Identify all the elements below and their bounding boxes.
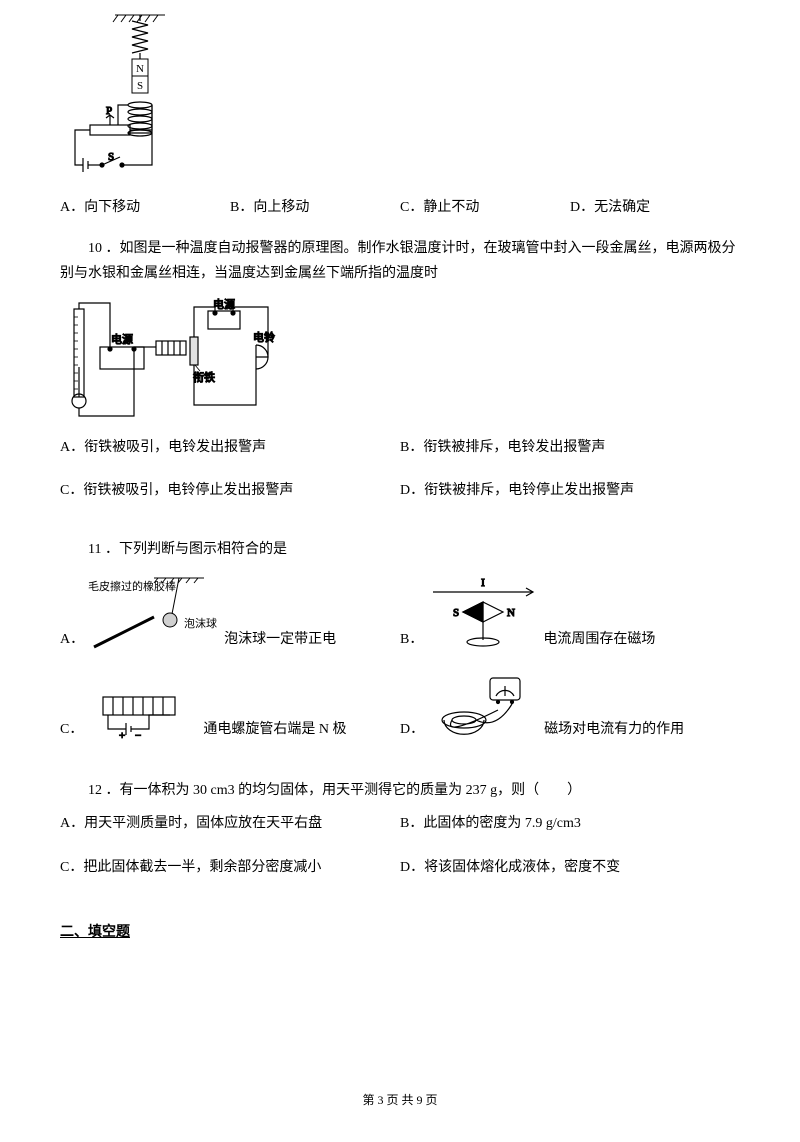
q11-b-text: 电流周围存在磁场	[543, 627, 655, 652]
q11-options: A． 毛皮擦过的橡胶棒 泡沫球 泡沫球一定带正电 B． I	[60, 572, 740, 762]
q11-option-b: B． I S N 电流周围存在磁场	[400, 572, 740, 652]
q11b-i-label: I	[482, 577, 486, 589]
q11-d-text: 磁场对电流有力的作用	[544, 717, 684, 742]
q11-option-d: D． 磁场对电流有力的作用	[400, 672, 740, 742]
q12-stem: 12 ．有一体积为 30 cm3 的均匀固体，用天平测得它的质量为 237 g，…	[60, 778, 740, 803]
magnet-n-label: N	[136, 63, 144, 75]
switch-s-label: S	[108, 151, 114, 163]
q11-number: 11 ．	[88, 542, 119, 557]
q12-options: A．用天平测质量时，固体应放在天平右盘 B．此固体的密度为 7.9 g/cm3 …	[60, 811, 740, 897]
q10-number: 10 ．	[88, 241, 120, 256]
q9-option-c: C．静止不动	[400, 195, 570, 220]
q11-option-a: A． 毛皮擦过的橡胶棒 泡沫球 泡沫球一定带正电	[60, 572, 400, 652]
q12-option-b: B．此固体的密度为 7.9 g/cm3	[400, 811, 740, 836]
armature-label: 衔铁	[193, 371, 215, 384]
q10-option-d: D．衔铁被排斥，电铃停止发出报警声	[400, 478, 740, 503]
q9-figure: N S P S	[60, 10, 740, 185]
rheostat-p-label: P	[106, 105, 112, 117]
section-2-heading: 二、填空题	[60, 920, 740, 945]
q12-option-d: D．将该固体熔化成液体，密度不变	[400, 855, 740, 880]
q10-stem: 10 ．如图是一种温度自动报警器的原理图。制作水银温度计时，在玻璃管中封入一段金…	[60, 236, 740, 286]
q12-option-a: A．用天平测质量时，固体应放在天平右盘	[60, 811, 400, 836]
q9-option-a: A．向下移动	[60, 195, 230, 220]
q11-b-prefix: B．	[400, 627, 423, 652]
magnet-s-label: S	[137, 80, 143, 92]
q11b-n-label: N	[507, 607, 515, 619]
q12-stem-text: 有一体积为 30 cm3 的均匀固体，用天平测得它的质量为 237 g，则（ ）	[120, 783, 582, 798]
bell-label: 电铃	[253, 330, 275, 344]
power2-label: 电源	[213, 297, 235, 311]
svg-text:+: +	[119, 730, 125, 742]
q11-c-text: 通电螺旋管右端是 N 极	[203, 717, 346, 742]
power1-label: 电源	[111, 332, 133, 346]
q11-d-prefix: D．	[400, 717, 424, 742]
q10-stem-text: 如图是一种温度自动报警器的原理图。制作水银温度计时，在玻璃管中封入一段金属丝，电…	[60, 241, 736, 281]
q11-c-prefix: C．	[60, 717, 83, 742]
q9-option-b: B．向上移动	[230, 195, 400, 220]
q11-stem: 11 ．下列判断与图示相符合的是	[60, 537, 740, 562]
q11-option-c: C． +− 通电螺旋管右端是 N 极	[60, 687, 400, 742]
q10-figure: 电源 衔铁 电源 电铃	[60, 297, 740, 425]
q12-option-c: C．把此固体截去一半，剩余部分密度减小	[60, 855, 400, 880]
q11-a-prefix: A．	[60, 627, 84, 652]
q10-options: A．衔铁被吸引，电铃发出报警声 B．衔铁被排斥，电铃发出报警声 C．衔铁被吸引，…	[60, 435, 740, 521]
q11b-s-label: S	[453, 607, 459, 619]
q10-option-b: B．衔铁被排斥，电铃发出报警声	[400, 435, 740, 460]
svg-text:−: −	[135, 730, 141, 742]
q11-stem-text: 下列判断与图示相符合的是	[119, 542, 287, 557]
q11a-rod-label: 毛皮擦过的橡胶棒	[88, 579, 176, 593]
q11-a-text: 泡沫球一定带正电	[224, 627, 336, 652]
q10-option-c: C．衔铁被吸引，电铃停止发出报警声	[60, 478, 400, 503]
q11a-ball-label: 泡沫球	[184, 616, 217, 630]
q10-option-a: A．衔铁被吸引，电铃发出报警声	[60, 435, 400, 460]
page-footer: 第 3 页 共 9 页	[60, 1090, 740, 1112]
q12-number: 12 ．	[88, 783, 120, 798]
q9-options: A．向下移动 B．向上移动 C．静止不动 D．无法确定	[60, 195, 740, 220]
q9-option-d: D．无法确定	[570, 195, 740, 220]
